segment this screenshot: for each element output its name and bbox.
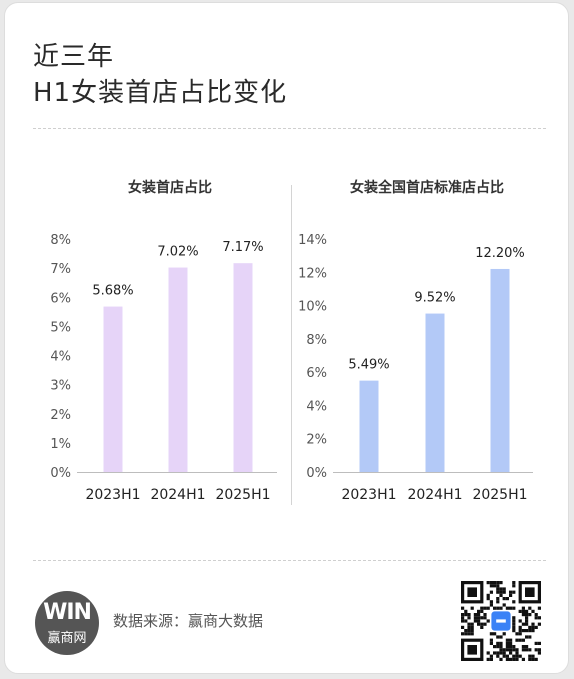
bar <box>359 380 379 472</box>
bar <box>103 306 123 472</box>
title-line-1: 近三年 <box>33 42 115 72</box>
data-label: 12.20% <box>475 246 525 261</box>
y-tick-label: 8% <box>50 233 71 248</box>
bar <box>425 313 445 472</box>
y-tick-label: 1% <box>50 437 71 452</box>
y-tick-label: 6% <box>50 291 71 306</box>
y-tick-label: 8% <box>306 333 327 348</box>
data-source: 数据来源：赢商大数据 <box>113 612 264 630</box>
bar <box>233 263 253 472</box>
page-title: 近三年 H1女装首店占比变化 <box>33 39 287 111</box>
chart-title: 女装首店占比 <box>128 179 212 196</box>
y-tick-label: 3% <box>50 379 71 394</box>
data-label: 5.68% <box>92 284 133 299</box>
y-tick-label: 2% <box>50 408 71 423</box>
bar <box>490 268 510 472</box>
y-tick-label: 0% <box>50 466 71 481</box>
x-tick-label: 2025H1 <box>215 487 270 503</box>
y-tick-label: 0% <box>306 466 327 481</box>
x-tick-label: 2025H1 <box>472 487 527 503</box>
x-tick-label: 2024H1 <box>407 487 462 503</box>
chart-right: 女装全国首店标准店占比 0% 2% 4% 6% 8% 10% 12% 14% 5.49% 2023H… <box>298 179 533 503</box>
y-tick-label: 4% <box>50 350 71 365</box>
y-tick-label: 5% <box>50 320 71 335</box>
logo-text: 赢商网 <box>47 631 87 646</box>
chart-card: 近三年 H1女装首店占比变化 女装首店占比 0% 1% 2% 3% 4% 5% 6% 7% 8% 5… <box>4 2 569 674</box>
x-tick-label: 2024H1 <box>150 487 205 503</box>
logo-mark: WIN <box>43 600 92 625</box>
top-divider <box>33 128 546 129</box>
y-tick-label: 6% <box>306 366 327 381</box>
x-tick-label: 2023H1 <box>341 487 396 503</box>
data-label: 7.17% <box>222 240 263 255</box>
title-line-2: H1女装首店占比变化 <box>33 78 288 108</box>
y-tick-label: 7% <box>50 262 71 277</box>
chart-separator <box>291 185 292 505</box>
y-tick-label: 2% <box>306 433 327 448</box>
x-tick-label: 2023H1 <box>85 487 140 503</box>
data-label: 5.49% <box>348 358 389 373</box>
bar <box>168 267 188 472</box>
y-tick-label: 4% <box>306 399 327 414</box>
brand-logo: WIN 赢商网 <box>35 591 99 655</box>
chart-left: 女装首店占比 0% 1% 2% 3% 4% 5% 6% 7% 8% 5.68% 2023H1 7.02%… <box>50 179 277 503</box>
y-tick-label: 14% <box>298 233 327 248</box>
data-label: 7.02% <box>157 245 198 260</box>
y-tick-label: 10% <box>298 300 327 315</box>
qr-code-icon <box>461 581 541 661</box>
data-label: 9.52% <box>414 291 455 306</box>
y-tick-label: 12% <box>298 266 327 281</box>
chart-title: 女装全国首店标准店占比 <box>350 179 504 196</box>
bottom-divider <box>33 560 546 561</box>
